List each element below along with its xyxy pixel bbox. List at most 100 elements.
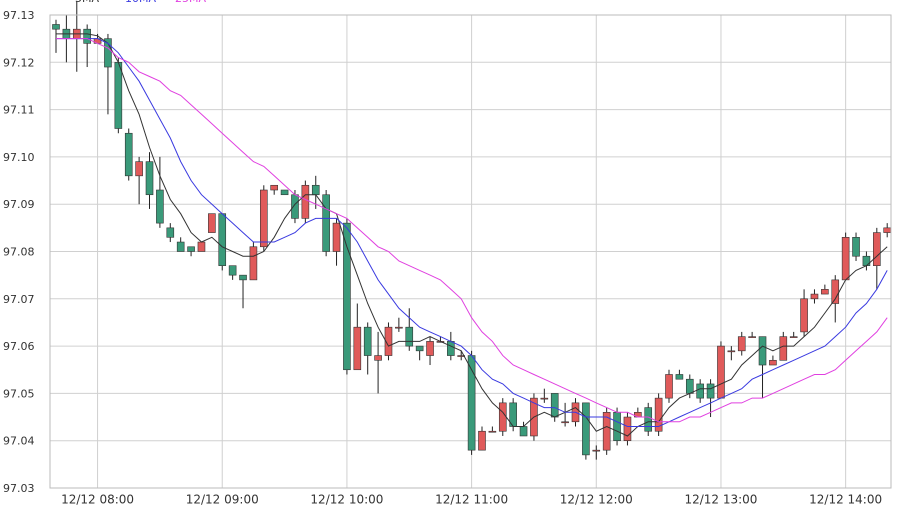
x-tick-label: 12/12 09:00: [186, 493, 259, 507]
legend-label: 25MA: [175, 0, 206, 5]
candle-body: [374, 355, 382, 361]
candle-body: [665, 374, 673, 399]
x-tick-label: 12/12 14:00: [809, 493, 882, 507]
candle-body: [156, 189, 164, 224]
candle-body: [249, 246, 258, 281]
candle-body: [758, 336, 767, 366]
candle-body: [457, 355, 466, 357]
x-tick-label: 12/12 13:00: [684, 493, 757, 507]
candle-body: [841, 237, 850, 281]
y-tick-label: 97.05: [3, 387, 35, 400]
candle-body: [769, 359, 777, 366]
candle-body: [395, 326, 403, 329]
candle-body: [696, 383, 704, 399]
y-tick-label: 97.10: [3, 151, 35, 164]
legend-label: 5MA: [75, 0, 99, 5]
candle-body: [301, 184, 310, 219]
candle-body: [748, 336, 756, 338]
candle-body: [592, 449, 601, 452]
candle-body: [727, 350, 736, 353]
x-tick-label: 12/12 11:00: [435, 493, 508, 507]
candle-body: [353, 326, 362, 371]
candle-body: [322, 194, 330, 252]
candle-body: [208, 213, 216, 233]
candle-body: [550, 393, 559, 418]
candle-body: [343, 222, 351, 371]
candle-body: [104, 38, 112, 68]
candle-body: [737, 336, 746, 352]
candle-body: [873, 232, 881, 266]
y-tick-label: 97.06: [3, 340, 35, 353]
candle-body: [706, 383, 715, 399]
y-tick-label: 97.11: [3, 104, 35, 117]
ma-line: [56, 33, 888, 437]
candle-body: [447, 341, 455, 356]
candle-body: [519, 426, 528, 437]
candle-body: [883, 227, 892, 233]
candle-body: [561, 421, 569, 424]
candle-body: [800, 298, 808, 333]
candle-body: [488, 430, 497, 433]
y-tick-label: 97.04: [3, 435, 35, 448]
candle-body: [52, 24, 60, 30]
candle-body: [124, 132, 133, 177]
candle-body: [582, 402, 590, 456]
candle-body: [83, 28, 91, 44]
candle-body: [789, 336, 798, 338]
y-tick-label: 97.09: [3, 198, 35, 211]
y-tick-label: 97.12: [3, 56, 35, 69]
candle-body: [197, 241, 206, 252]
candle-body: [384, 326, 393, 356]
x-tick-label: 12/12 10:00: [310, 493, 383, 507]
candle-body: [270, 184, 278, 191]
x-tick-label: 12/12 08:00: [61, 493, 134, 507]
x-tick-label: 12/12 12:00: [560, 493, 633, 507]
y-tick-label: 97.08: [3, 246, 35, 259]
candle-body: [145, 161, 154, 196]
y-tick-label: 97.07: [3, 293, 35, 306]
candle-body: [176, 241, 185, 252]
candle-body: [218, 213, 227, 266]
candle-body: [363, 326, 372, 356]
ma-line: [56, 38, 888, 427]
candle-body: [426, 341, 434, 356]
candle-body: [291, 194, 299, 219]
candle-body: [810, 293, 819, 300]
candle-body: [166, 227, 175, 238]
candle-body: [114, 61, 123, 129]
marks: [52, 0, 892, 460]
candle-body: [478, 430, 486, 451]
candle-body: [135, 161, 143, 177]
candle-body: [852, 237, 860, 257]
y-tick-label: 97.13: [3, 9, 35, 22]
candle-body: [862, 255, 871, 266]
candle-body: [280, 189, 289, 196]
candle-body: [654, 397, 663, 432]
candle-body: [498, 402, 507, 432]
candle-body: [239, 274, 247, 281]
candle-body: [228, 265, 237, 276]
y-tick-label: 97.03: [3, 482, 35, 495]
candle-body: [187, 246, 195, 252]
candle-body: [717, 345, 725, 399]
candle-body: [831, 279, 840, 304]
candle-body: [623, 416, 632, 441]
candle-body: [332, 222, 341, 252]
legend-label: 10MA: [125, 0, 156, 5]
candle-body: [311, 184, 320, 196]
candle-body: [540, 397, 549, 400]
candle-body: [405, 326, 414, 347]
candle-body: [259, 189, 268, 248]
candle-body: [602, 412, 611, 451]
candle-body: [644, 407, 653, 432]
candle-body: [613, 412, 621, 442]
ma-line: [56, 38, 888, 423]
candle-body: [685, 378, 694, 394]
candle-body: [415, 345, 424, 352]
candle-body: [675, 374, 684, 380]
candle-body: [779, 336, 788, 361]
candle-body: [821, 289, 829, 295]
